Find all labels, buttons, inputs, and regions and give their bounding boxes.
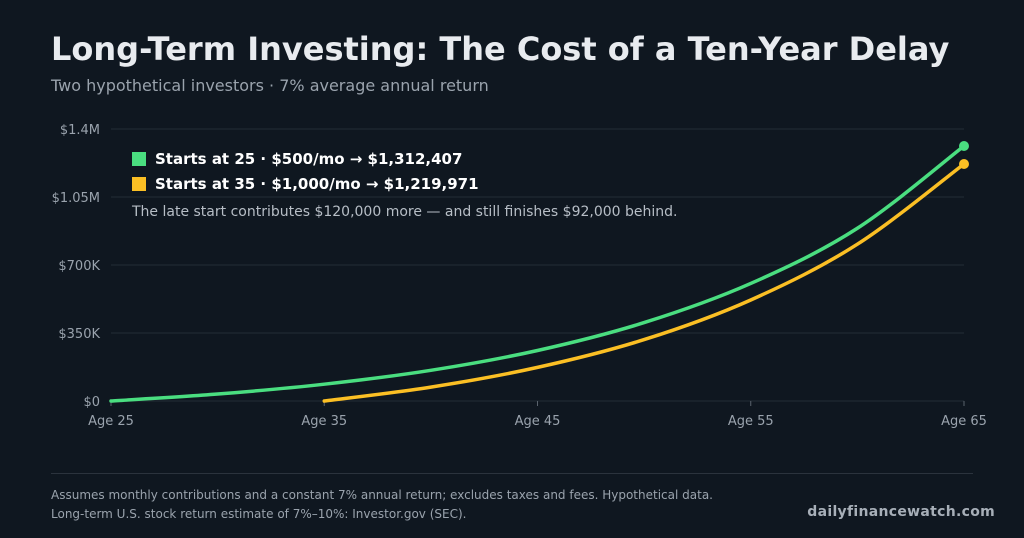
x-tick-label: Age 65 (941, 414, 987, 429)
legend-label-late: Starts at 35 · $1,000/mo → $1,219,971 (155, 174, 479, 193)
x-tick-label: Age 55 (728, 414, 774, 429)
footer-note-source: Long-term U.S. stock return estimate of … (51, 507, 467, 521)
legend-swatch-late (132, 176, 146, 191)
legend-label-early: Starts at 25 · $500/mo → $1,312,407 (155, 149, 463, 168)
legend-item-early-start: Starts at 25 · $500/mo → $1,312,407 (132, 146, 479, 171)
footer-notes: Assumes monthly contributions and a cons… (51, 486, 713, 524)
endpoint-marker-early-start (959, 141, 969, 152)
series-line-early-start (109, 144, 966, 403)
chart-title: Long-Term Investing: The Cost of a Ten-Y… (51, 30, 950, 68)
legend-note: The late start contributes $120,000 more… (132, 204, 678, 220)
chart-subtitle: Two hypothetical investors · 7% average … (51, 76, 489, 95)
y-tick-label: $1.4M (60, 123, 100, 138)
x-tick-label: Age 25 (88, 414, 134, 429)
legend-swatch-early (132, 151, 146, 166)
y-tick-label: $1.05M (52, 191, 100, 206)
endpoint-marker-late-start (959, 158, 969, 169)
line-chart: $0 $350K $700K $1.05M $1.4M Age 25 Age 35 Age 4… (52, 123, 987, 429)
brand-watermark: dailyfinancewatch.com (807, 504, 995, 520)
series-line-late-start (322, 162, 966, 403)
x-tick-label: Age 35 (301, 414, 347, 429)
footer-divider (51, 473, 973, 474)
legend-item-late-start: Starts at 35 · $1,000/mo → $1,219,971 (132, 171, 479, 196)
legend: Starts at 25 · $500/mo → $1,312,407 Star… (132, 146, 479, 196)
y-tick-label: $0 (83, 395, 100, 410)
y-tick-label: $350K (58, 327, 100, 342)
footer-note-assumptions: Assumes monthly contributions and a cons… (51, 488, 713, 502)
x-tick-label: Age 45 (515, 414, 561, 429)
y-tick-label: $700K (58, 259, 100, 274)
